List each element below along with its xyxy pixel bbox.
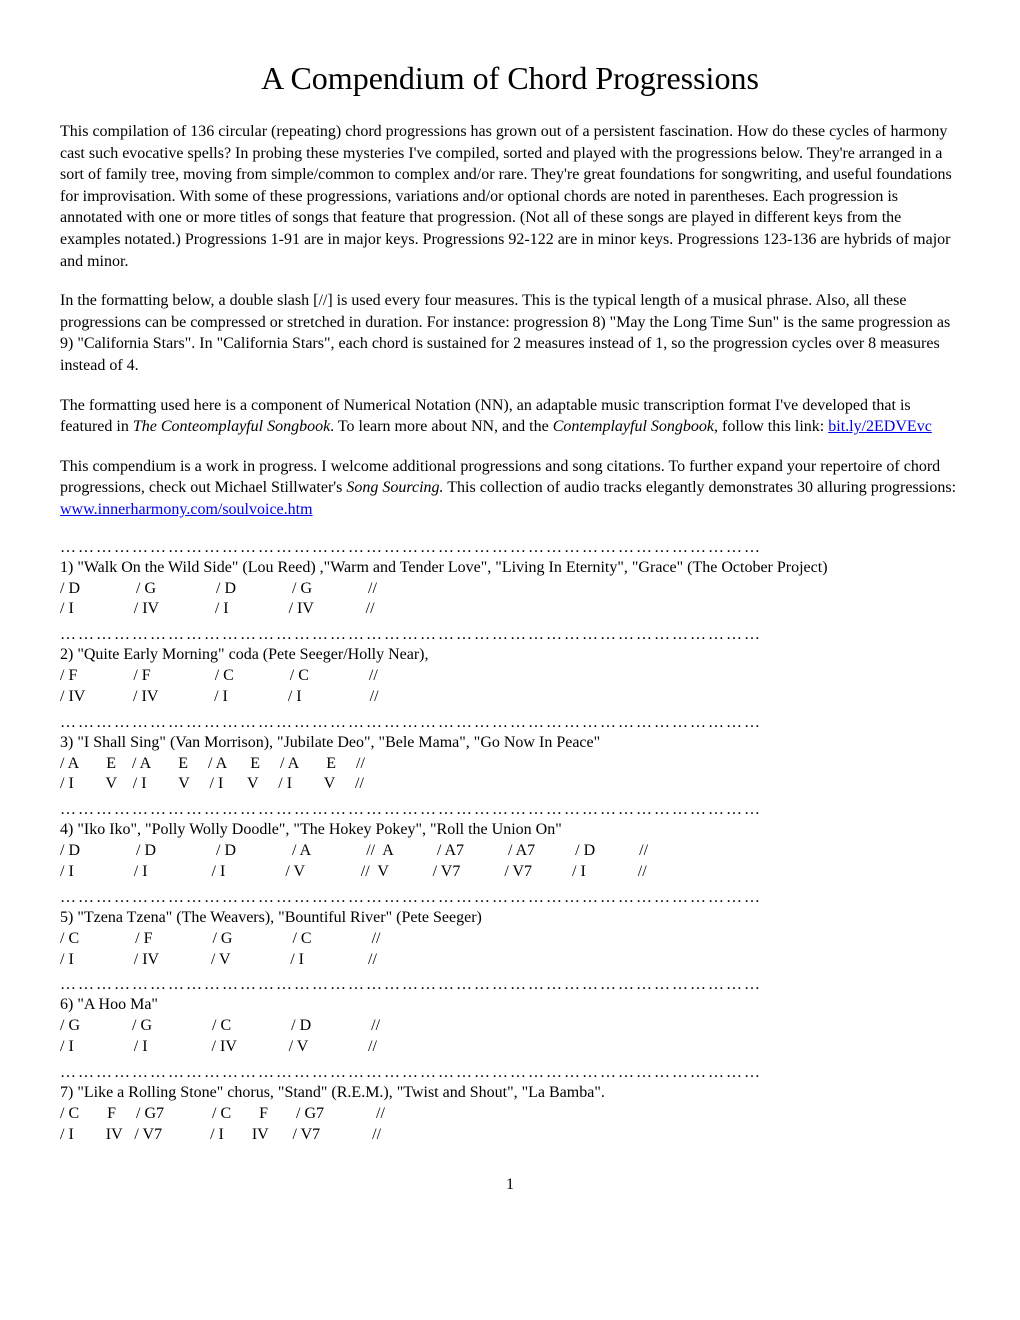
- chord-line: / D / G / D / G //: [60, 579, 960, 600]
- para3-text-c: , follow this link:: [714, 418, 828, 435]
- divider: ………………………………………………………………………………………………………: [60, 976, 960, 994]
- divider: ………………………………………………………………………………………………………: [60, 539, 960, 557]
- chord-line: / D / D / D / A // A / A7 / A7 / D //: [60, 841, 960, 862]
- intro-para-2: In the formatting below, a double slash …: [60, 290, 960, 376]
- para4-text-b: This collection of audio tracks elegantl…: [444, 479, 956, 496]
- chord-line: / F / F / C / C //: [60, 666, 960, 687]
- divider: ………………………………………………………………………………………………………: [60, 1064, 960, 1082]
- chord-line: / I / IV / I / IV //: [60, 599, 960, 620]
- link-innerharmony[interactable]: www.innerharmony.com/soulvoice.htm: [60, 501, 313, 518]
- chord-line: / A E / A E / A E / A E //: [60, 754, 960, 775]
- para4-italic: Song Sourcing.: [346, 479, 443, 496]
- chord-line: / C F / G7 / C F / G7 //: [60, 1104, 960, 1125]
- divider: ………………………………………………………………………………………………………: [60, 889, 960, 907]
- para3-italic-2: Contemplayful Songbook: [553, 418, 714, 435]
- link-bitly[interactable]: bit.ly/2EDVEvc: [828, 418, 932, 435]
- chord-line: / I / IV / V / I //: [60, 950, 960, 971]
- divider: ………………………………………………………………………………………………………: [60, 626, 960, 644]
- chord-line: / I / I / IV / V //: [60, 1037, 960, 1058]
- progression-title: 6) "A Hoo Ma": [60, 996, 960, 1014]
- intro-para-1: This compilation of 136 circular (repeat…: [60, 121, 960, 272]
- chord-line: / I V / I V / I V / I V //: [60, 774, 960, 795]
- chord-line: / G / G / C / D //: [60, 1016, 960, 1037]
- chord-line: / C / F / G / C //: [60, 929, 960, 950]
- divider: ………………………………………………………………………………………………………: [60, 714, 960, 732]
- page-title: A Compendium of Chord Progressions: [60, 60, 960, 97]
- progression-title: 7) "Like a Rolling Stone" chorus, "Stand…: [60, 1084, 960, 1102]
- progression-title: 3) "I Shall Sing" (Van Morrison), "Jubil…: [60, 734, 960, 752]
- progression-title: 2) "Quite Early Morning" coda (Pete Seeg…: [60, 646, 960, 664]
- intro-para-3: The formatting used here is a component …: [60, 395, 960, 438]
- progression-title: 4) "Iko Iko", "Polly Wolly Doodle", "The…: [60, 821, 960, 839]
- para3-text-b: . To learn more about NN, and the: [330, 418, 553, 435]
- intro-para-4: This compendium is a work in progress. I…: [60, 456, 960, 521]
- page-number: 1: [60, 1176, 960, 1194]
- chord-line: / I IV / V7 / I IV / V7 //: [60, 1125, 960, 1146]
- chord-line: / I / I / I / V // V / V7 / V7 / I //: [60, 862, 960, 883]
- chord-line: / IV / IV / I / I //: [60, 687, 960, 708]
- para3-italic-1: The Conteomplayful Songbook: [133, 418, 330, 435]
- progression-title: 1) "Walk On the Wild Side" (Lou Reed) ,"…: [60, 559, 960, 577]
- progression-title: 5) "Tzena Tzena" (The Weavers), "Bountif…: [60, 909, 960, 927]
- divider: ………………………………………………………………………………………………………: [60, 801, 960, 819]
